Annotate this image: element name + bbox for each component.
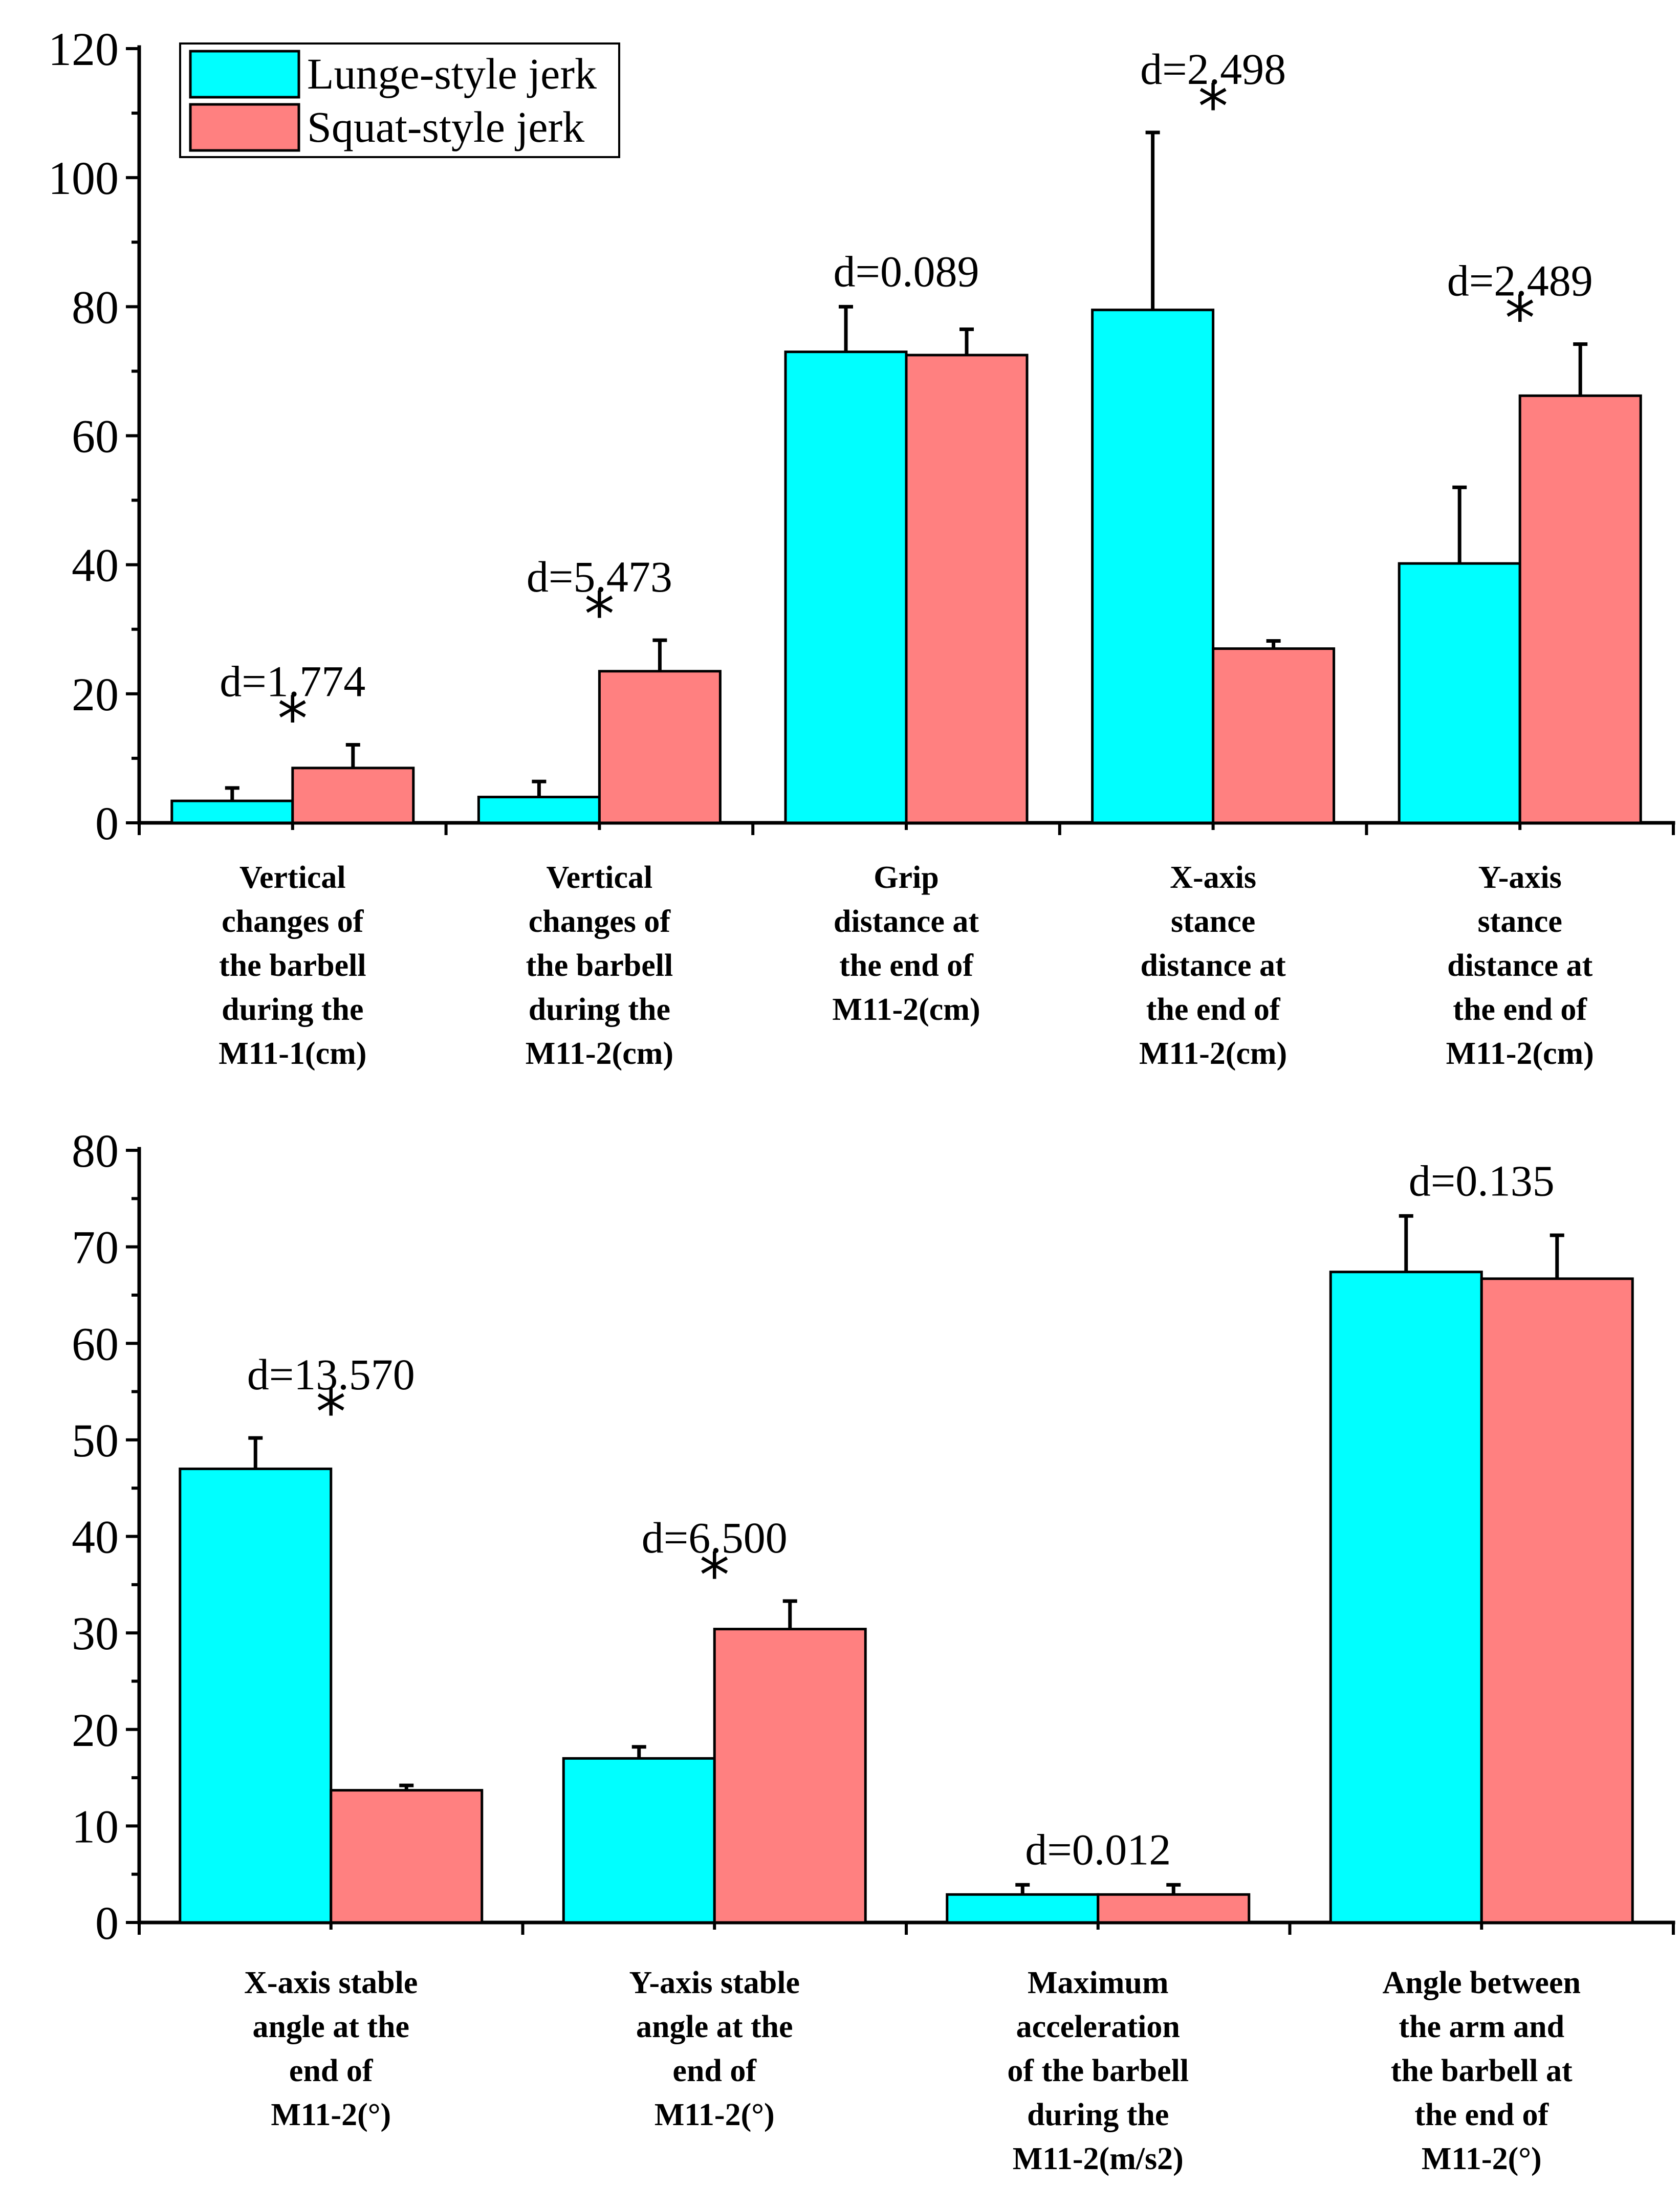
bar-lunge [179,1467,333,1924]
bar-squat [905,354,1029,824]
y-tick-label: 80 [72,281,119,333]
y-tick-label: 60 [72,410,119,463]
significance-star: * [700,1540,730,1610]
bar-lunge [477,796,601,824]
significance-star: * [584,579,615,649]
legend: Lunge-style jerk Squat-style jerk [179,42,620,158]
y-tick-label: 0 [95,1897,119,1949]
bar-lunge [784,351,908,824]
x-category-label: Vertical changes of the barbell during the M… [526,860,673,1071]
y-tick-label: 20 [72,1704,119,1756]
y-tick-label: 80 [72,1125,119,1177]
x-category-label: X-axis stance distance at the end of M11-2(c… [1139,860,1287,1071]
x-category-label: Angle between the arm and the barbell at th… [1383,1965,1581,2176]
legend-label-lunge: Lunge-style jerk [307,49,597,98]
bar-lunge [1398,562,1521,824]
effect-size-label: d=0.135 [1409,1156,1555,1205]
x-category-label: Grip distance at the end of M11-2(cm) [832,860,980,1027]
y-tick-label: 120 [48,23,119,75]
effect-size-label: d=6.500 [642,1513,788,1562]
y-tick-label: 20 [72,668,119,720]
x-category-label: Y-axis stable angle at the end of M11-2(°) [629,1965,800,2132]
bar-squat [291,767,415,824]
x-category-label: Vertical changes of the barbell during the M… [219,860,366,1071]
legend-swatch-squat [189,103,300,152]
bar-lunge [1329,1271,1483,1924]
bar-squat [1480,1277,1634,1924]
effect-size-label: d=0.089 [833,247,979,296]
bar-squat [1097,1893,1251,1924]
effect-size-label: d=2.489 [1447,256,1593,305]
bar-lunge [1091,309,1215,824]
legend-label-squat: Squat-style jerk [307,102,584,151]
y-tick-label: 40 [72,1511,119,1563]
effect-size-label: d=5.473 [527,552,672,601]
bar-lunge [946,1893,1100,1924]
y-tick-label: 40 [72,539,119,592]
y-tick-label: 70 [72,1221,119,1274]
significance-star: * [1505,282,1535,353]
effect-size-label: d=13.570 [247,1350,415,1399]
y-tick-label: 50 [72,1414,119,1467]
significance-star: * [316,1376,346,1447]
legend-swatch-lunge [189,50,300,99]
significance-star: * [277,683,308,754]
y-tick-label: 10 [72,1800,119,1852]
effect-size-label: d=2.498 [1140,45,1286,94]
x-category-label: Maximum acceleration of the barbell during … [1007,1965,1189,2176]
bar-squat [598,670,722,824]
bar-squat [1518,394,1642,824]
bar-squat [1212,647,1336,824]
y-tick-label: 0 [95,797,119,849]
bar-lunge [170,799,294,824]
y-tick-label: 100 [48,152,119,204]
bar-lunge [562,1757,716,1924]
x-category-label: X-axis stable angle at the end of M11-2(°) [244,1965,418,2132]
y-tick-label: 60 [72,1318,119,1370]
bar-squat [330,1789,484,1924]
effect-size-label: d=0.012 [1025,1825,1171,1874]
x-category-label: Y-axis stance distance at the end of M11-2(c… [1446,860,1594,1071]
bar-squat [713,1628,867,1924]
significance-star: * [1198,71,1228,142]
effect-size-label: d=1.774 [220,657,365,706]
y-tick-label: 30 [72,1607,119,1659]
